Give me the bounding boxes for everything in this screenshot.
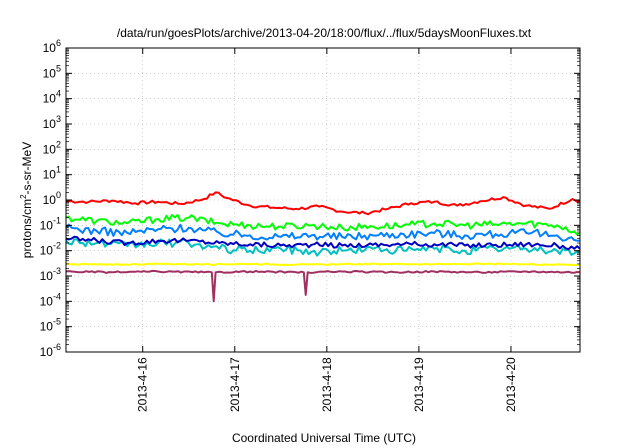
y-tick-label: 10-5 xyxy=(40,317,61,334)
y-tick-label: 104 xyxy=(43,89,61,106)
grid xyxy=(66,48,580,352)
chart-title: /data/run/goesPlots/archive/2013-04-20/1… xyxy=(117,26,532,40)
y-tick-mantissa: 10 xyxy=(43,117,57,131)
y-axis-label-superscript: 2 xyxy=(19,194,28,199)
y-tick-labels: 10610510410310210110010-110-210-310-410-… xyxy=(40,38,61,359)
series-line-6 xyxy=(66,262,581,267)
x-tick-label: 2013-4-16 xyxy=(136,357,150,412)
x-tick-label: 2013-4-19 xyxy=(412,357,426,412)
x-tick-label: 2013-4-17 xyxy=(228,357,242,412)
y-tick-mantissa: 10 xyxy=(43,193,57,207)
series-line-2 xyxy=(65,214,581,236)
ticks xyxy=(66,47,580,353)
y-tick-exponent: 5 xyxy=(56,63,61,73)
y-tick-label: 101 xyxy=(43,165,61,182)
y-tick-label: 103 xyxy=(43,114,61,131)
y-tick-label: 10-1 xyxy=(40,215,61,232)
series-line-1 xyxy=(65,191,581,216)
series-line-4 xyxy=(65,238,581,257)
y-axis-label-suffix: -s-sr-MeV xyxy=(20,142,34,195)
x-tick-labels: 2013-4-16 2013-4-17 2013-4-18 2013-4-19 2013… xyxy=(136,357,518,412)
y-tick-mantissa: 10 xyxy=(40,294,54,308)
series-line-5 xyxy=(65,235,581,251)
y-tick-mantissa: 10 xyxy=(43,41,57,55)
y-tick-label: 10-3 xyxy=(40,266,61,283)
y-tick-label: 100 xyxy=(43,190,61,207)
y-tick-exponent: 4 xyxy=(56,89,61,99)
y-tick-exponent: 2 xyxy=(56,139,61,149)
y-tick-exponent: -2 xyxy=(53,241,61,251)
y-tick-mantissa: 10 xyxy=(43,168,57,182)
y-tick-exponent: -1 xyxy=(53,215,61,225)
series-line-7 xyxy=(65,269,581,303)
y-tick-label: 102 xyxy=(43,139,61,156)
y-tick-mantissa: 10 xyxy=(43,66,57,80)
series-line-3 xyxy=(65,223,581,242)
y-tick-label: 105 xyxy=(43,63,61,80)
y-tick-exponent: -4 xyxy=(53,291,61,301)
y-tick-mantissa: 10 xyxy=(43,92,57,106)
y-tick-exponent: 0 xyxy=(56,190,61,200)
y-tick-exponent: -6 xyxy=(53,342,61,352)
y-tick-mantissa: 10 xyxy=(40,345,54,359)
y-axis-label: protons/cm2-s-sr-MeV xyxy=(19,142,34,258)
y-axis-label-prefix: protons/cm xyxy=(20,199,34,258)
y-tick-label: 106 xyxy=(43,38,61,55)
y-tick-exponent: 6 xyxy=(56,38,61,48)
y-tick-mantissa: 10 xyxy=(40,320,54,334)
y-tick-exponent: 3 xyxy=(56,114,61,124)
x-axis-label: Coordinated Universal Time (UTC) xyxy=(232,431,416,445)
y-tick-label: 10-6 xyxy=(40,342,61,359)
y-tick-label: 10-2 xyxy=(40,241,61,258)
x-tick-label: 2013-4-18 xyxy=(320,357,334,412)
y-tick-mantissa: 10 xyxy=(40,218,54,232)
y-tick-mantissa: 10 xyxy=(40,244,54,258)
y-tick-mantissa: 10 xyxy=(40,269,54,283)
y-tick-exponent: 1 xyxy=(56,165,61,175)
x-tick-label: 2013-4-20 xyxy=(504,357,518,412)
y-tick-label: 10-4 xyxy=(40,291,61,308)
y-tick-exponent: -5 xyxy=(53,317,61,327)
series-group xyxy=(65,191,581,303)
y-tick-mantissa: 10 xyxy=(43,142,57,156)
y-tick-exponent: -3 xyxy=(53,266,61,276)
